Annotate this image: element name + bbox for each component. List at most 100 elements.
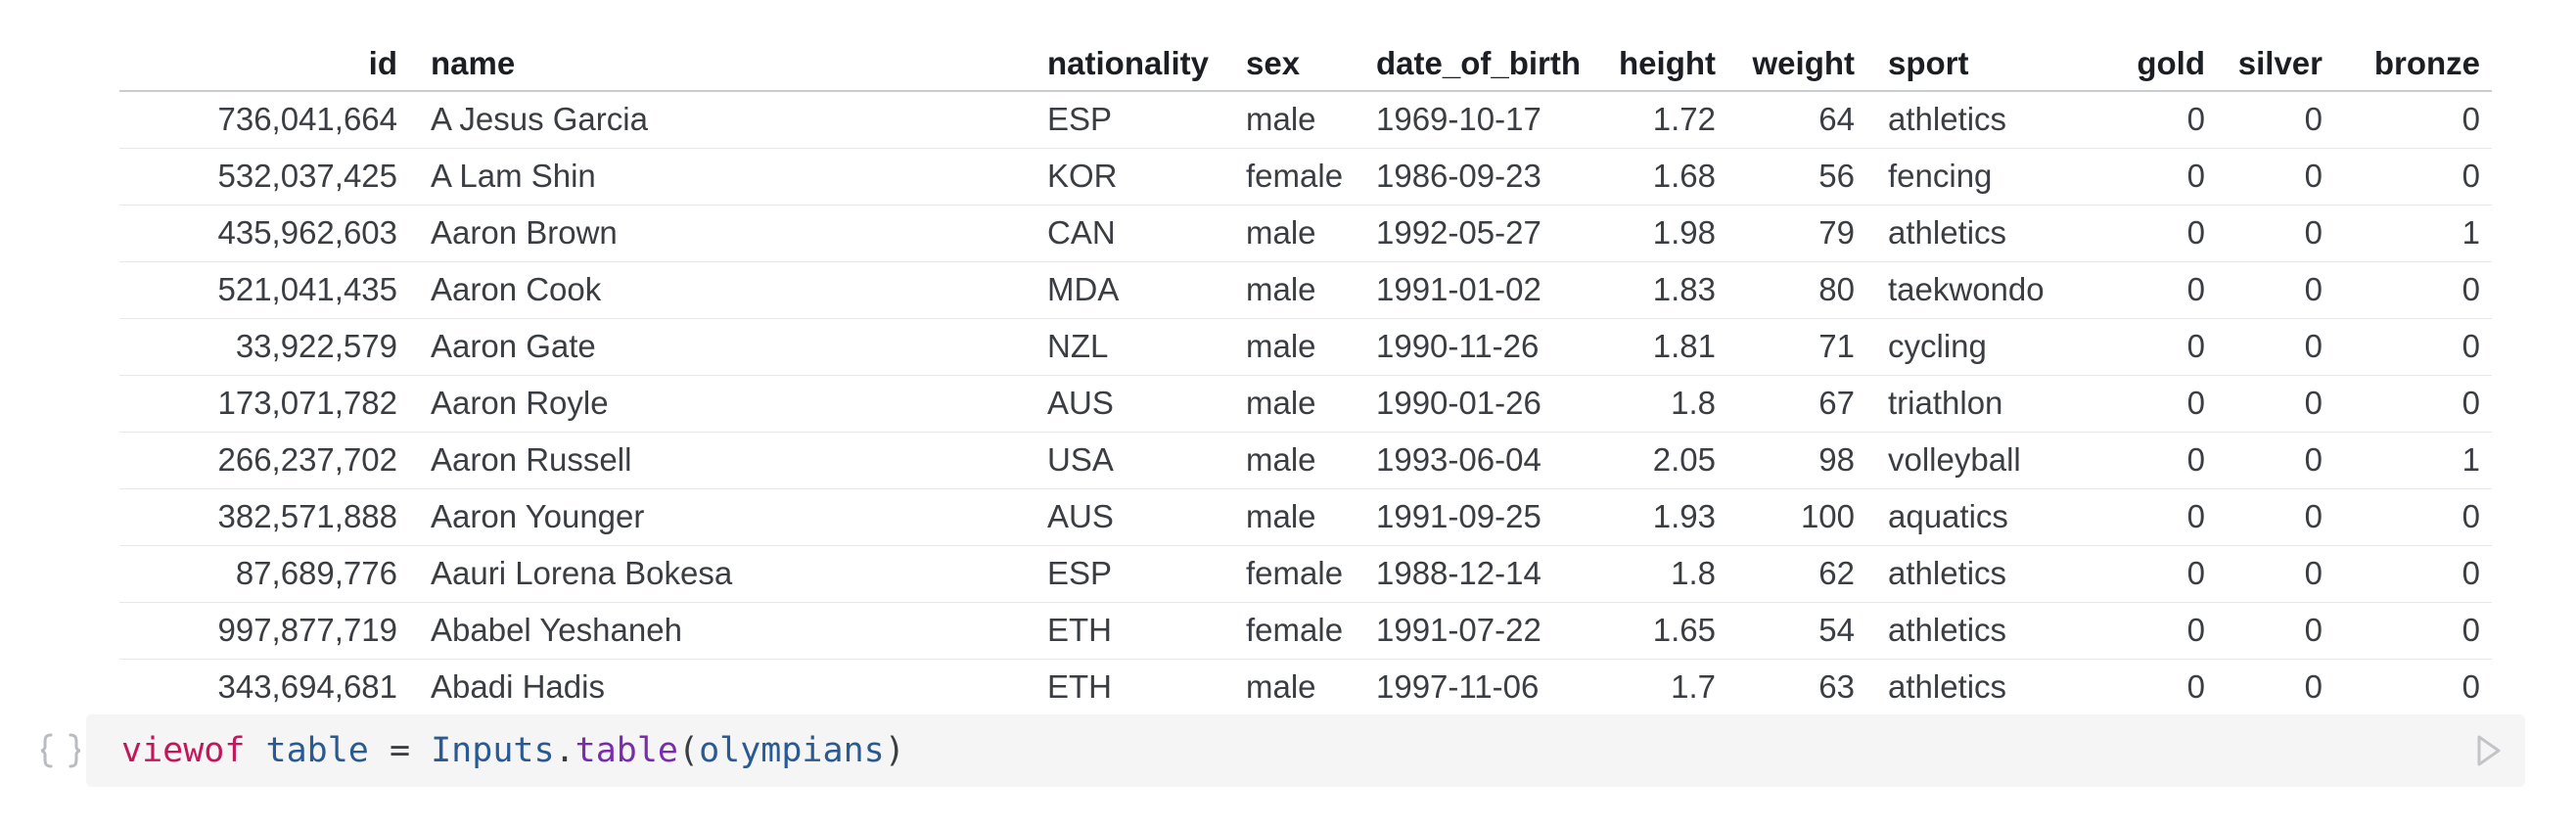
cell-height: 1.72: [1583, 91, 1727, 149]
code-argument: olympians: [699, 731, 885, 770]
cell-date-of-birth: 1993-06-04: [1355, 432, 1583, 489]
cell-weight: 64: [1727, 91, 1866, 149]
cell-weight: 67: [1727, 375, 1866, 433]
table-row[interactable]: 382,571,888 Aaron Younger AUS male 1991-09-2…: [119, 488, 2492, 546]
cell-nationality: AUS: [1026, 488, 1224, 546]
cell-height: 1.7: [1583, 659, 1727, 716]
column-header-nationality[interactable]: nationality: [1026, 0, 1224, 92]
cell-silver: 0: [2217, 432, 2334, 489]
cell-name: Abadi Hadis: [409, 659, 1026, 716]
table-row[interactable]: 87,689,776 Aauri Lorena Bokesa ESP female 19…: [119, 545, 2492, 603]
code-close-paren: ): [884, 731, 905, 770]
cell-name: Aaron Gate: [409, 318, 1026, 376]
cell-bronze: 0: [2334, 91, 2492, 149]
code-cell[interactable]: [86, 714, 2525, 787]
cell-date-of-birth: 1991-01-02: [1355, 261, 1583, 319]
cell-bronze: 0: [2334, 545, 2492, 603]
cell-height: 2.05: [1583, 432, 1727, 489]
cell-gold: 0: [2092, 432, 2217, 489]
cell-gold: 0: [2092, 318, 2217, 376]
cell-nationality: ESP: [1026, 545, 1224, 603]
table-row[interactable]: 532,037,425 A Lam Shin KOR female 1986-09-23…: [119, 148, 2492, 206]
cell-sex: male: [1224, 659, 1355, 716]
cell-id: 266,237,702: [119, 432, 409, 489]
run-icon[interactable]: [2474, 734, 2504, 767]
column-header-silver[interactable]: silver: [2217, 0, 2334, 92]
cell-sport: athletics: [1866, 205, 2092, 262]
column-header-sport[interactable]: sport: [1866, 0, 2092, 92]
olympians-table: id name nationality sex date_of_birth height w…: [119, 0, 2492, 716]
cell-height: 1.98: [1583, 205, 1727, 262]
code-object: Inputs: [431, 731, 555, 770]
cell-sport: aquatics: [1866, 488, 2092, 546]
cell-sex: female: [1224, 148, 1355, 206]
cell-id: 33,922,579: [119, 318, 409, 376]
cell-name: Aaron Royle: [409, 375, 1026, 433]
cell-height: 1.68: [1583, 148, 1727, 206]
table-row[interactable]: 997,877,719 Ababel Yeshaneh ETH female 1991-…: [119, 602, 2492, 660]
cell-weight: 56: [1727, 148, 1866, 206]
cell-id: 343,694,681: [119, 659, 409, 716]
column-header-date-of-birth[interactable]: date_of_birth: [1355, 0, 1583, 92]
cell-sport: cycling: [1866, 318, 2092, 376]
code-open-paren: (: [677, 731, 700, 770]
cell-weight: 54: [1727, 602, 1866, 660]
cell-silver: 0: [2217, 91, 2334, 149]
cell-silver: 0: [2217, 659, 2334, 716]
column-header-gold[interactable]: gold: [2092, 0, 2217, 92]
table-row[interactable]: 173,071,782 Aaron Royle AUS male 1990-01-26 1…: [119, 375, 2492, 433]
cell-silver: 0: [2217, 602, 2334, 660]
braces-icon[interactable]: [39, 732, 82, 769]
column-header-id[interactable]: id: [119, 0, 409, 92]
table-row[interactable]: 33,922,579 Aaron Gate NZL male 1990-11-26 1.8…: [119, 318, 2492, 376]
cell-bronze: 1: [2334, 432, 2492, 489]
cell-id: 435,962,603: [119, 205, 409, 262]
cell-gold: 0: [2092, 148, 2217, 206]
cell-gold: 0: [2092, 659, 2217, 716]
cell-nationality: ETH: [1026, 659, 1224, 716]
cell-name: Ababel Yeshaneh: [409, 602, 1026, 660]
cell-bronze: 0: [2334, 659, 2492, 716]
table-row[interactable]: 343,694,681 Abadi Hadis ETH male 1997-11-06 1…: [119, 659, 2492, 716]
cell-sport: taekwondo: [1866, 261, 2092, 319]
column-header-sex[interactable]: sex: [1224, 0, 1355, 92]
table-header-row: id name nationality sex date_of_birth height w…: [119, 0, 2492, 92]
cell-sport: athletics: [1866, 91, 2092, 149]
cell-height: 1.8: [1583, 545, 1727, 603]
cell-nationality: KOR: [1026, 148, 1224, 206]
code-line[interactable]: viewof table = Inputs.table(olympians): [121, 725, 905, 776]
cell-bronze: 0: [2334, 261, 2492, 319]
cell-name: Aaron Brown: [409, 205, 1026, 262]
column-header-weight[interactable]: weight: [1727, 0, 1866, 92]
cell-gold: 0: [2092, 375, 2217, 433]
table-row[interactable]: 266,237,702 Aaron Russell USA male 1993-06-0…: [119, 432, 2492, 489]
cell-sex: male: [1224, 91, 1355, 149]
table-row[interactable]: 435,962,603 Aaron Brown CAN male 1992-05-27 1…: [119, 205, 2492, 262]
cell-weight: 71: [1727, 318, 1866, 376]
cell-height: 1.81: [1583, 318, 1727, 376]
cell-nationality: NZL: [1026, 318, 1224, 376]
table-view[interactable]: id name nationality sex date_of_birth height w…: [119, 0, 2492, 716]
code-variable: table: [265, 731, 369, 770]
cell-name: Aaron Cook: [409, 261, 1026, 319]
column-header-height[interactable]: height: [1583, 0, 1727, 92]
cell-gold: 0: [2092, 488, 2217, 546]
table-row[interactable]: 736,041,664 A Jesus Garcia ESP male 1969-10-…: [119, 91, 2492, 149]
table-row[interactable]: 521,041,435 Aaron Cook MDA male 1991-01-02 1.…: [119, 261, 2492, 319]
code-operator: =: [389, 731, 411, 770]
cell-sport: volleyball: [1866, 432, 2092, 489]
cell-weight: 98: [1727, 432, 1866, 489]
cell-date-of-birth: 1990-11-26: [1355, 318, 1583, 376]
cell-gold: 0: [2092, 261, 2217, 319]
cell-sport: athletics: [1866, 545, 2092, 603]
cell-gold: 0: [2092, 602, 2217, 660]
cell-sex: male: [1224, 432, 1355, 489]
column-header-bronze[interactable]: bronze: [2334, 0, 2492, 92]
cell-date-of-birth: 1997-11-06: [1355, 659, 1583, 716]
cell-id: 997,877,719: [119, 602, 409, 660]
cell-name: A Lam Shin: [409, 148, 1026, 206]
cell-nationality: USA: [1026, 432, 1224, 489]
column-header-name[interactable]: name: [409, 0, 1026, 92]
cell-date-of-birth: 1991-09-25: [1355, 488, 1583, 546]
cell-gold: 0: [2092, 91, 2217, 149]
